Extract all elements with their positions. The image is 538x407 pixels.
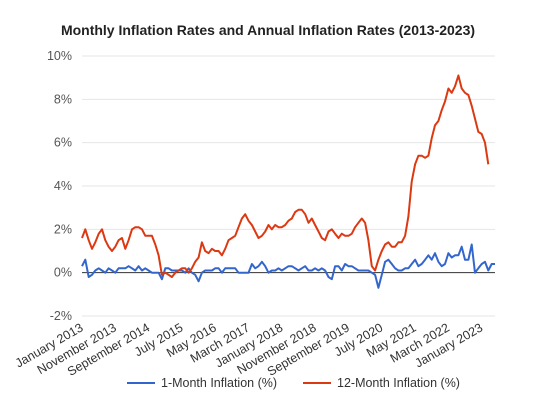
chart-title: Monthly Inflation Rates and Annual Infla…: [61, 22, 475, 38]
y-tick-label: 8%: [54, 92, 72, 106]
series-line-1: [81, 243, 495, 289]
y-tick-label: 6%: [54, 136, 72, 150]
y-tick-label: 0%: [54, 266, 72, 280]
y-axis-ticks: -2% 0% 2% 4% 6% 8% 10%: [47, 49, 72, 323]
series-lines: [81, 74, 495, 289]
y-tick-label: 10%: [47, 49, 72, 63]
grid: [82, 55, 495, 317]
y-tick-label: 2%: [54, 222, 72, 236]
series-line-2: [81, 74, 490, 278]
y-tick-label: -2%: [50, 309, 72, 323]
legend-label: 12-Month Inflation (%): [337, 376, 460, 390]
y-tick-label: 4%: [54, 179, 72, 193]
legend-label: 1-Month Inflation (%): [161, 376, 277, 390]
legend: 1-Month Inflation (%) 12-Month Inflation …: [127, 376, 460, 390]
